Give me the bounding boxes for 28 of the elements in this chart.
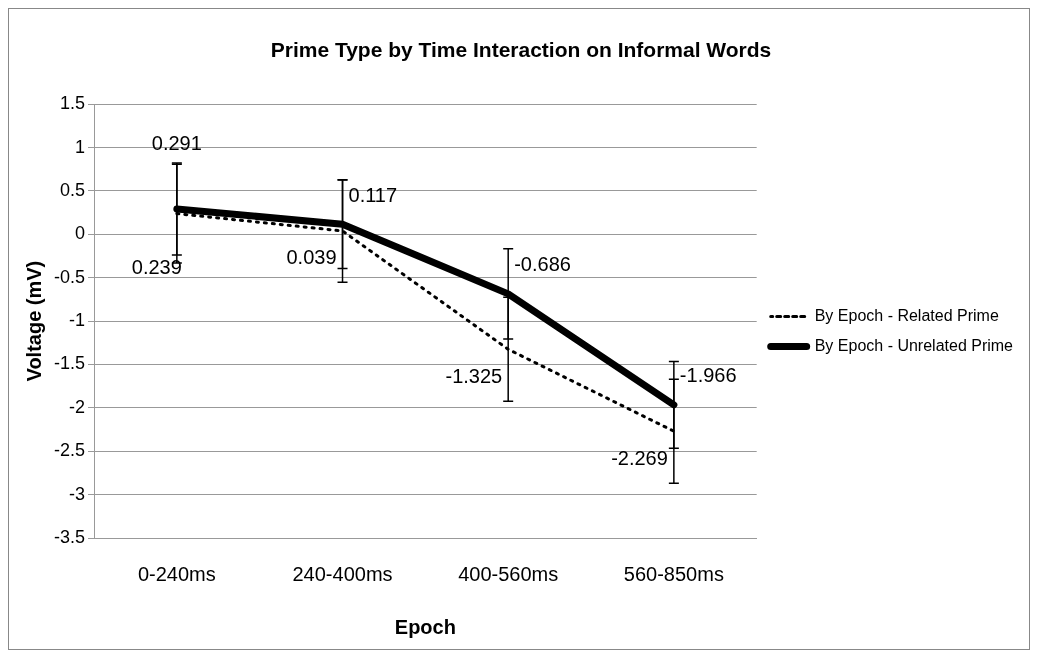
legend-label: By Epoch - Related Prime — [814, 306, 999, 324]
y-tick-label: -2 — [69, 396, 86, 417]
x-tick-label: 560-850ms — [623, 562, 724, 585]
y-tick-label: -3.5 — [53, 526, 86, 547]
y-tick-label: 0 — [75, 223, 86, 244]
legend-label: By Epoch - Unrelated Prime — [814, 336, 1014, 354]
data-label: -2.269 — [611, 446, 668, 469]
y-tick-label: -2.5 — [53, 440, 86, 461]
y-tick-label: -1 — [69, 310, 86, 331]
x-tick-label: 240-400ms — [292, 562, 393, 585]
chart-title: Prime Type by Time Interaction on Informal Words — [270, 38, 772, 62]
x-tick-label: 0-240ms — [137, 562, 216, 585]
y-tick-label: 1 — [75, 136, 86, 157]
data-label: 0.239 — [131, 256, 182, 279]
y-tick-label: -1.5 — [53, 353, 86, 374]
data-label: 0.039 — [286, 246, 337, 269]
y-axis-title: Voltage (mV) — [22, 260, 45, 382]
data-label: -0.686 — [514, 253, 571, 276]
x-tick-label: 400-560ms — [458, 562, 559, 585]
data-label: 0.117 — [348, 183, 398, 206]
data-label: 0.291 — [151, 131, 202, 154]
y-tick-label: 0.5 — [59, 179, 86, 200]
data-label: -1.966 — [679, 364, 737, 387]
y-tick-label: -3 — [69, 483, 86, 504]
data-label: -1.325 — [445, 364, 503, 387]
x-axis-title: Epoch — [394, 615, 456, 638]
y-tick-label: 1.5 — [59, 93, 86, 114]
y-tick-label: -0.5 — [53, 266, 86, 287]
